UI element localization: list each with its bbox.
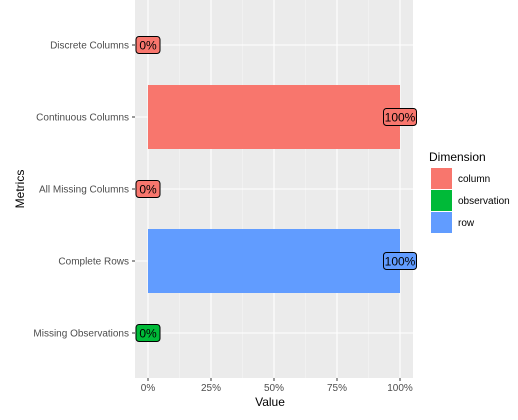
data-label-box — [135, 324, 161, 342]
y-tick-label: All Missing Columns — [39, 185, 129, 196]
x-tick-label: 25% — [201, 383, 221, 394]
data-label-box — [135, 180, 161, 198]
data-label-box — [383, 252, 417, 270]
bar — [148, 229, 400, 293]
data-label-text: 0% — [139, 183, 157, 197]
legend-key — [431, 212, 452, 233]
x-tick-label: 100% — [387, 383, 413, 394]
y-tick-label: Discrete Columns — [50, 41, 129, 52]
data-label: 100% — [383, 108, 417, 126]
data-label: 0% — [135, 36, 161, 54]
data-labels: 0% 100% 0% 100% 0% — [135, 36, 417, 342]
axes: Discrete Columns Continuous Columns All Mi… — [33, 41, 412, 395]
legend: Dimension column observation row — [429, 150, 510, 233]
data-label: 100% — [383, 252, 417, 270]
legend-key — [431, 190, 452, 211]
x-axis-title: Value — [255, 395, 285, 409]
x-tick-label: 50% — [264, 383, 284, 394]
y-axis-title: Metrics — [13, 170, 27, 209]
data-label-text: 0% — [139, 327, 157, 341]
data-label: 0% — [135, 324, 161, 342]
data-label-box — [135, 36, 161, 54]
data-label-box — [383, 108, 417, 126]
x-tick-label: 75% — [327, 383, 347, 394]
x-tick-label: 0% — [141, 383, 156, 394]
data-label: 0% — [135, 180, 161, 198]
y-tick-label: Continuous Columns — [36, 113, 129, 124]
legend-title: Dimension — [429, 150, 486, 164]
legend-label: row — [458, 218, 475, 229]
legend-label: column — [458, 174, 490, 185]
bar — [148, 85, 400, 149]
y-tick-label: Complete Rows — [58, 257, 129, 268]
data-label-text: 0% — [139, 39, 157, 53]
y-tick-label: Missing Observations — [33, 329, 129, 340]
data-label-text: 100% — [385, 111, 416, 125]
data-label-text: 100% — [385, 255, 416, 269]
legend-key — [431, 168, 452, 189]
legend-label: observation — [458, 196, 510, 207]
bars — [148, 85, 400, 293]
